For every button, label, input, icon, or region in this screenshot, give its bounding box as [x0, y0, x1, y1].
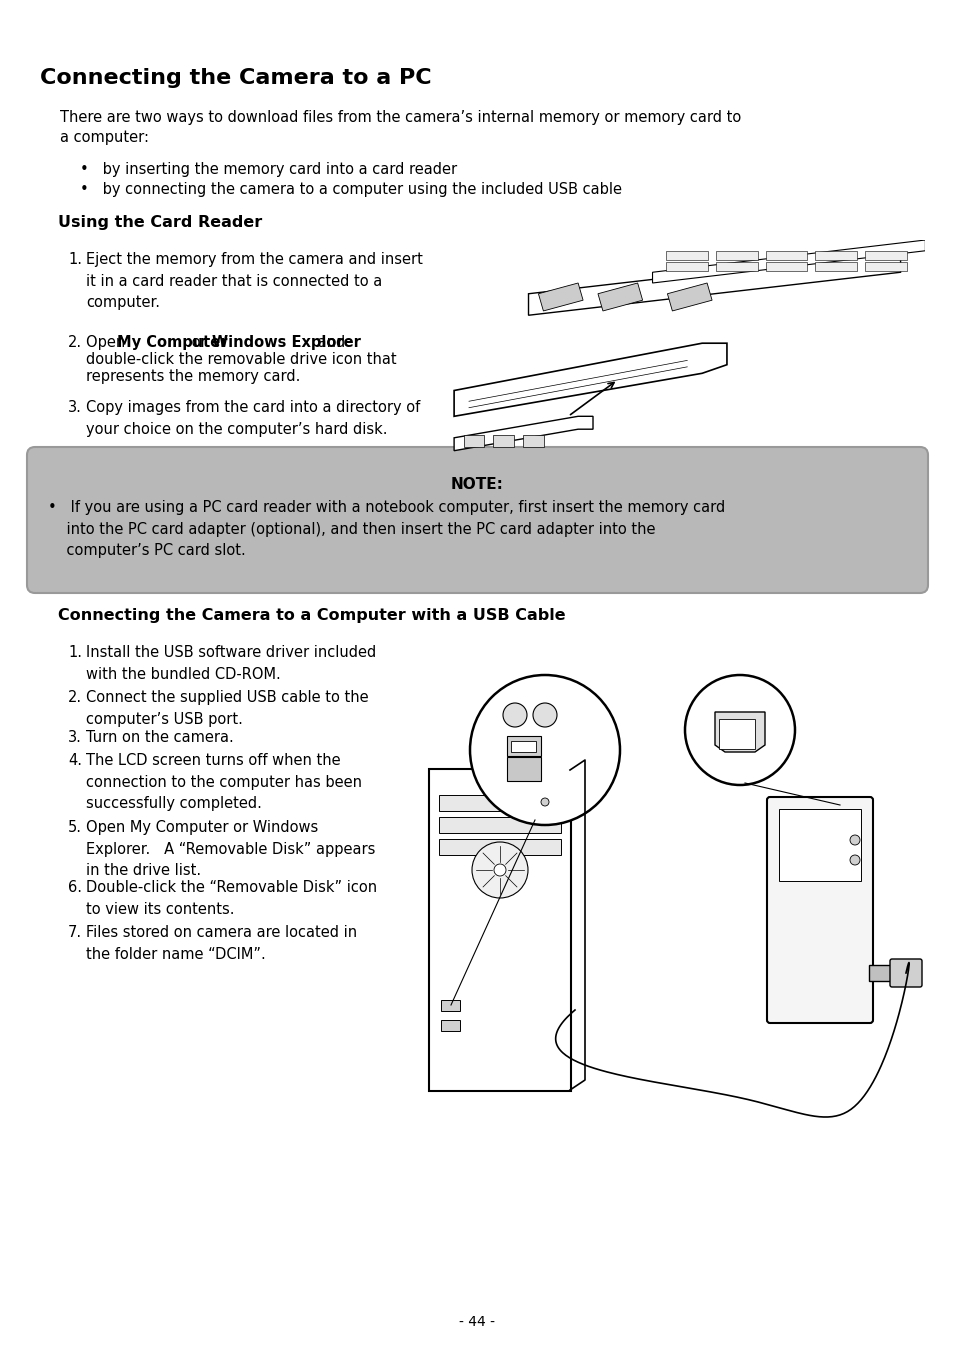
FancyBboxPatch shape	[716, 251, 757, 259]
FancyBboxPatch shape	[441, 1020, 460, 1031]
Text: •   by inserting the memory card into a card reader: • by inserting the memory card into a ca…	[80, 162, 456, 177]
Circle shape	[849, 855, 859, 865]
FancyBboxPatch shape	[506, 736, 540, 757]
FancyBboxPatch shape	[438, 794, 560, 811]
Text: Double-click the “Removable Disk” icon
to view its contents.: Double-click the “Removable Disk” icon t…	[86, 880, 376, 916]
Circle shape	[470, 676, 619, 825]
FancyBboxPatch shape	[765, 251, 806, 259]
Polygon shape	[667, 282, 711, 311]
Text: double-click the removable drive icon that: double-click the removable drive icon th…	[86, 353, 396, 367]
FancyBboxPatch shape	[889, 959, 921, 988]
Text: Files stored on camera are located in
the folder name “DCIM”.: Files stored on camera are located in th…	[86, 925, 356, 962]
FancyBboxPatch shape	[864, 262, 905, 270]
Text: - 44 -: - 44 -	[458, 1315, 495, 1329]
FancyBboxPatch shape	[438, 817, 560, 834]
Text: 3.: 3.	[68, 730, 82, 744]
Text: or: or	[187, 335, 211, 350]
Text: Connect the supplied USB cable to the
computer’s USB port.: Connect the supplied USB cable to the co…	[86, 690, 368, 727]
Text: 1.: 1.	[68, 253, 82, 267]
Text: and: and	[313, 335, 345, 350]
Circle shape	[533, 703, 557, 727]
Text: Windows Explorer: Windows Explorer	[212, 335, 360, 350]
Text: •   If you are using a PC card reader with a notebook computer, first insert the: • If you are using a PC card reader with…	[48, 500, 724, 558]
FancyBboxPatch shape	[493, 435, 514, 447]
Text: 3.: 3.	[68, 400, 82, 415]
FancyBboxPatch shape	[719, 719, 754, 748]
FancyBboxPatch shape	[463, 435, 484, 447]
Text: Connecting the Camera to a PC: Connecting the Camera to a PC	[40, 68, 431, 88]
FancyBboxPatch shape	[864, 251, 905, 259]
Text: Connecting the Camera to a Computer with a USB Cable: Connecting the Camera to a Computer with…	[58, 608, 565, 623]
Circle shape	[684, 676, 794, 785]
FancyBboxPatch shape	[815, 262, 856, 270]
FancyBboxPatch shape	[765, 262, 806, 270]
Text: Using the Card Reader: Using the Card Reader	[58, 215, 262, 230]
FancyBboxPatch shape	[666, 262, 707, 270]
FancyBboxPatch shape	[438, 839, 560, 855]
Polygon shape	[537, 282, 582, 311]
Text: 4.: 4.	[68, 753, 82, 767]
Text: NOTE:: NOTE:	[450, 477, 503, 492]
Text: 1.: 1.	[68, 644, 82, 661]
FancyBboxPatch shape	[27, 447, 927, 593]
FancyBboxPatch shape	[779, 809, 861, 881]
Polygon shape	[652, 240, 924, 282]
Text: •   by connecting the camera to a computer using the included USB cable: • by connecting the camera to a computer…	[80, 182, 621, 197]
Circle shape	[540, 798, 548, 807]
Polygon shape	[598, 282, 642, 311]
Text: Open: Open	[86, 335, 130, 350]
Text: 6.: 6.	[68, 880, 82, 894]
FancyBboxPatch shape	[511, 740, 536, 751]
FancyBboxPatch shape	[766, 797, 872, 1023]
Text: There are two ways to download files from the camera’s internal memory or memory: There are two ways to download files fro…	[60, 109, 740, 126]
Text: Turn on the camera.: Turn on the camera.	[86, 730, 233, 744]
Text: The LCD screen turns off when the
connection to the computer has been
successful: The LCD screen turns off when the connec…	[86, 753, 361, 811]
Polygon shape	[454, 416, 593, 451]
FancyBboxPatch shape	[506, 757, 540, 781]
FancyBboxPatch shape	[666, 251, 707, 259]
FancyBboxPatch shape	[716, 262, 757, 270]
Circle shape	[849, 835, 859, 844]
Circle shape	[502, 703, 526, 727]
Circle shape	[472, 842, 527, 898]
Text: Open My Computer or Windows
Explorer.   A “Removable Disk” appears
in the drive : Open My Computer or Windows Explorer. A …	[86, 820, 375, 878]
Text: a computer:: a computer:	[60, 130, 149, 145]
FancyBboxPatch shape	[441, 1000, 460, 1011]
Polygon shape	[528, 251, 900, 315]
Text: 2.: 2.	[68, 690, 82, 705]
Polygon shape	[714, 712, 764, 753]
Text: Eject the memory from the camera and insert
it in a card reader that is connecte: Eject the memory from the camera and ins…	[86, 253, 422, 311]
Text: Copy images from the card into a directory of
your choice on the computer’s hard: Copy images from the card into a directo…	[86, 400, 420, 436]
Polygon shape	[454, 343, 726, 416]
Text: 5.: 5.	[68, 820, 82, 835]
Text: Install the USB software driver included
with the bundled CD-ROM.: Install the USB software driver included…	[86, 644, 375, 682]
Circle shape	[494, 865, 505, 875]
FancyBboxPatch shape	[429, 769, 571, 1092]
FancyBboxPatch shape	[815, 251, 856, 259]
Text: 7.: 7.	[68, 925, 82, 940]
Text: 2.: 2.	[68, 335, 82, 350]
Text: represents the memory card.: represents the memory card.	[86, 369, 300, 384]
FancyBboxPatch shape	[522, 435, 543, 447]
Text: My Computer: My Computer	[117, 335, 228, 350]
FancyBboxPatch shape	[868, 965, 892, 981]
